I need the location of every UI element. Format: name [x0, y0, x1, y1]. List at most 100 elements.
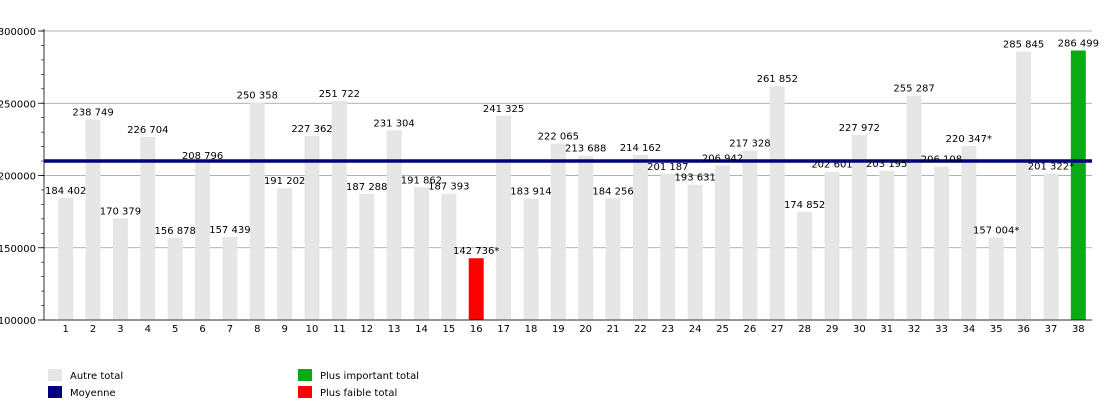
- bar: [769, 86, 785, 320]
- data-label: 286 499: [1058, 39, 1099, 50]
- bar: [933, 166, 949, 320]
- bar: [523, 198, 539, 320]
- x-tick-label: 20: [579, 324, 592, 335]
- x-tick-label: 38: [1072, 324, 1085, 335]
- data-labels: 184 402 238 749 170 379 226 704 156 878 208 7…: [45, 39, 1099, 258]
- bar: [58, 198, 74, 320]
- x-tick-label: 35: [990, 324, 1003, 335]
- data-label: 261 852: [757, 74, 798, 85]
- x-tick-label: 7: [227, 324, 233, 335]
- data-label: 206 108: [921, 155, 962, 166]
- x-tick-label: 27: [771, 324, 784, 335]
- x-tick-label: 13: [388, 324, 401, 335]
- legend-label: Moyenne: [70, 388, 116, 399]
- data-label: 191 862: [401, 175, 442, 186]
- x-tick-label: 12: [360, 324, 373, 335]
- bar: [1070, 50, 1086, 321]
- x-tick-label: 25: [716, 324, 729, 335]
- x-tick-label: 6: [199, 324, 205, 335]
- x-tick-label: 29: [826, 324, 839, 335]
- data-label: 208 796: [182, 151, 223, 162]
- bar: [331, 100, 347, 320]
- x-tick-label: 37: [1045, 324, 1058, 335]
- bar: [167, 237, 183, 320]
- x-tick-label: 9: [281, 324, 287, 335]
- x-tick-label: 18: [525, 324, 538, 335]
- data-label: 203 195: [866, 159, 907, 170]
- data-label: 250 358: [237, 91, 278, 102]
- bar: [879, 170, 895, 320]
- data-label: 193 631: [674, 173, 715, 184]
- bar: [851, 135, 867, 320]
- bar: [441, 193, 457, 320]
- data-label: 174 852: [784, 200, 825, 211]
- bar: [496, 115, 512, 321]
- data-label: 227 972: [839, 123, 880, 134]
- data-label: 251 722: [319, 89, 360, 100]
- bar: [961, 146, 977, 320]
- data-label: 217 328: [729, 138, 770, 149]
- data-label: 201 322*: [1028, 162, 1074, 173]
- x-tick-label: 28: [798, 324, 811, 335]
- bar: [578, 155, 594, 320]
- x-tick-label: 32: [908, 324, 921, 335]
- x-tick-label: 17: [497, 324, 510, 335]
- x-tick-label: 21: [607, 324, 620, 335]
- y-tick-label: 300000: [0, 27, 36, 38]
- bar: [687, 184, 703, 320]
- data-label: 183 914: [510, 187, 551, 198]
- data-label: 255 287: [893, 84, 934, 95]
- data-label: 227 362: [291, 124, 332, 135]
- bars: [58, 50, 1086, 321]
- y-tick-label: 100000: [0, 316, 36, 327]
- bar: [742, 150, 758, 320]
- y-tick-label: 200000: [0, 172, 36, 183]
- x-tick-label: 8: [254, 324, 260, 335]
- data-label: 226 704: [127, 125, 168, 136]
- x-tick-label: 2: [90, 324, 96, 335]
- x-tick-label: 33: [935, 324, 948, 335]
- x-tick-label: 4: [145, 324, 151, 335]
- x-tick-label: 3: [117, 324, 123, 335]
- legend-swatch: [48, 386, 62, 398]
- bar: [277, 188, 293, 320]
- data-label: 231 304: [373, 118, 414, 129]
- data-label: 156 878: [154, 226, 195, 237]
- data-label: 213 688: [565, 144, 606, 155]
- x-tick-label: 23: [661, 324, 674, 335]
- x-tick-label: 36: [1017, 324, 1030, 335]
- data-label: 142 736*: [453, 246, 499, 257]
- legend-swatch: [298, 386, 312, 398]
- x-tick-label: 30: [853, 324, 866, 335]
- x-tick-label: 24: [689, 324, 702, 335]
- bar: [550, 143, 566, 320]
- bar: [632, 155, 648, 320]
- legend-swatch: [298, 369, 312, 381]
- data-label: 214 162: [620, 143, 661, 154]
- bar: [605, 198, 621, 320]
- y-tick-label: 150000: [0, 244, 36, 255]
- legend-label: Autre total: [70, 371, 123, 382]
- x-tick-label: 1: [62, 324, 68, 335]
- x-tick-label: 11: [333, 324, 346, 335]
- x-tick-label: 22: [634, 324, 647, 335]
- legend-label: Plus important total: [320, 371, 419, 382]
- data-label: 202 601: [811, 160, 852, 171]
- data-label: 285 845: [1003, 39, 1044, 50]
- bar: [304, 135, 320, 320]
- bar: [1016, 51, 1032, 320]
- legend: Autre total Moyenne Plus important total Pl…: [48, 369, 419, 399]
- bar: [140, 136, 156, 320]
- x-tick-label: 5: [172, 324, 178, 335]
- bar: [249, 102, 265, 320]
- x-tick-label: 31: [880, 324, 893, 335]
- data-label: 184 256: [592, 186, 633, 197]
- data-label: 157 439: [209, 225, 250, 236]
- data-label: 191 202: [264, 176, 305, 187]
- bar: [906, 95, 922, 320]
- x-tick-label: 26: [744, 324, 757, 335]
- bar: [797, 211, 813, 320]
- x-tick-label: 19: [552, 324, 565, 335]
- data-label: 187 288: [346, 182, 387, 193]
- data-label: 170 379: [100, 206, 141, 217]
